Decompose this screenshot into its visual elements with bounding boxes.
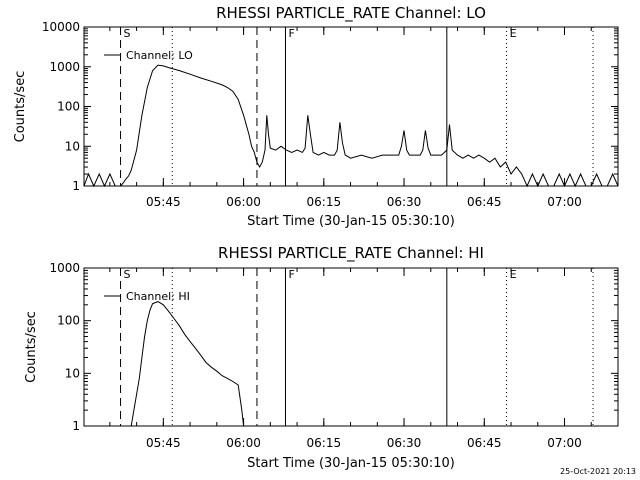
y-tick-label: 1000 (49, 60, 80, 74)
x-tick-label: 06:15 (307, 436, 342, 450)
series-line (130, 301, 245, 427)
y-tick-label: 100 (57, 100, 80, 114)
x-tick-label: 06:00 (226, 195, 261, 209)
x-axis-label: Start Time (30-Jan-15 05:30:10) (247, 214, 455, 229)
marker-label: F (288, 27, 294, 40)
x-tick-label: 05:45 (146, 436, 181, 450)
y-tick-label: 1 (72, 419, 80, 433)
chart-title: RHESSI PARTICLE_RATE Channel: LO (216, 4, 486, 23)
x-tick-label: 06:15 (307, 195, 342, 209)
marker-label: S (124, 27, 131, 40)
y-tick-label: 1 (72, 179, 80, 193)
marker-label: S (124, 268, 131, 281)
legend-label: Channel: LO (126, 49, 193, 62)
x-tick-label: 06:00 (226, 436, 261, 450)
y-tick-label: 100 (57, 314, 80, 328)
marker-label: E (510, 27, 517, 40)
y-axis-label: Counts/sec (13, 71, 28, 143)
x-axis-label: Start Time (30-Jan-15 05:30:10) (247, 456, 455, 471)
y-tick-label: 10 (65, 366, 80, 380)
legend-label: Channel: HI (126, 290, 190, 303)
x-tick-label: 05:45 (146, 195, 181, 209)
y-tick-label: 1000 (49, 261, 80, 275)
y-tick-label: 10000 (42, 20, 80, 34)
x-tick-label: 07:00 (547, 195, 582, 209)
y-axis-label: Counts/sec (24, 311, 39, 383)
x-tick-label: 06:45 (467, 195, 502, 209)
marker-label: F (288, 268, 294, 281)
chart-title: RHESSI PARTICLE_RATE Channel: HI (218, 244, 484, 263)
series-line (83, 64, 619, 188)
x-tick-label: 07:00 (547, 436, 582, 450)
x-tick-label: 06:30 (387, 436, 422, 450)
x-tick-label: 06:30 (387, 195, 422, 209)
x-tick-label: 06:45 (467, 436, 502, 450)
y-tick-label: 10 (65, 139, 80, 153)
timestamp: 25-Oct-2021 20:13 (560, 467, 636, 476)
marker-label: E (510, 268, 517, 281)
